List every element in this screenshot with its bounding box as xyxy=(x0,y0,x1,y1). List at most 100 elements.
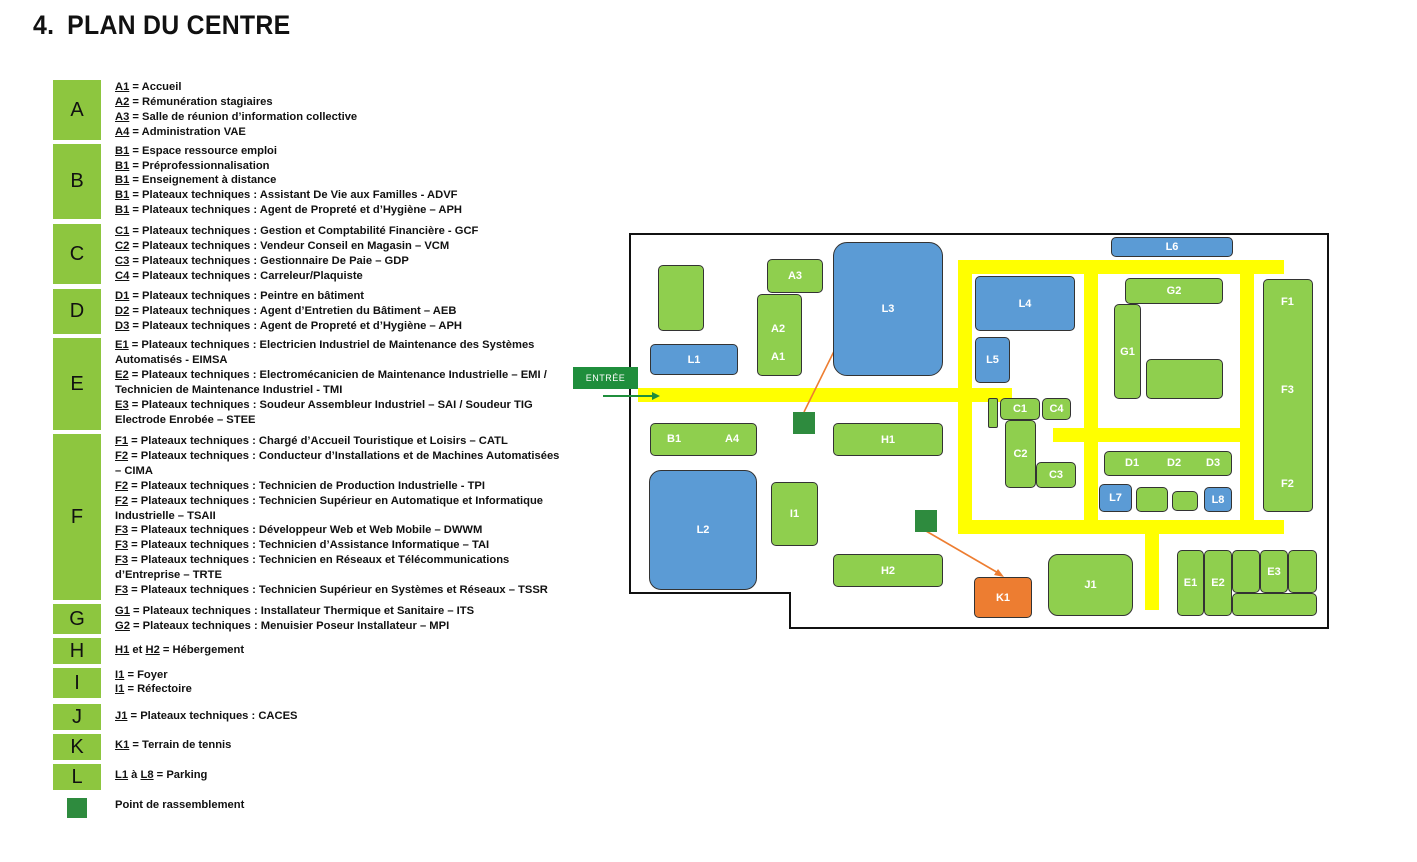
path-middle xyxy=(1053,428,1253,442)
building-d[interactable]: D1 D2 D3 xyxy=(1104,451,1232,476)
legend-group-l: L L1 à L8 = Parking xyxy=(53,764,573,790)
legend-line: F1 = Plateaux techniques : Chargé d’Accu… xyxy=(115,434,565,449)
legend-text: = Plateaux techniques : Chargé d’Accueil… xyxy=(128,435,508,447)
building-i1[interactable]: I1 xyxy=(771,482,818,546)
legend-code: F2 xyxy=(115,480,129,492)
legend-code: J1 xyxy=(115,710,128,722)
legend-code: A4 xyxy=(115,126,130,138)
path-right-vert xyxy=(1240,260,1254,532)
legend-line: F2 = Plateaux techniques : Technicien de… xyxy=(115,479,565,494)
legend-letter-box: H xyxy=(53,638,101,664)
building-h1[interactable]: H1 xyxy=(833,423,943,456)
legend-line: C1 = Plateaux techniques : Gestion et Co… xyxy=(115,224,565,239)
legend-text: et xyxy=(129,644,146,656)
building-g2[interactable]: G2 xyxy=(1125,278,1223,304)
label-b1: B1 xyxy=(667,433,682,445)
building-e-block[interactable] xyxy=(1288,550,1317,593)
legend-text: = Plateaux techniques : Soudeur Assemble… xyxy=(115,399,533,426)
legend-text: = Plateaux techniques : Technicien d’Ass… xyxy=(128,539,490,551)
legend-code: C1 xyxy=(115,225,130,237)
building-e-block[interactable] xyxy=(1232,593,1317,616)
legend-text: à xyxy=(128,769,141,781)
parking-l7[interactable]: L7 xyxy=(1099,484,1132,512)
legend-letter-box: C xyxy=(53,224,101,284)
building-e2[interactable]: E2 xyxy=(1204,550,1232,616)
legend-letter-box: E xyxy=(53,338,101,430)
legend-group-rally: Point de rassemblement xyxy=(53,794,573,820)
legend-line: F3 = Plateaux techniques : Technicien d’… xyxy=(115,538,565,553)
legend-text: = Salle de réunion d’information collect… xyxy=(129,111,358,123)
parking-l8[interactable]: L8 xyxy=(1204,487,1232,512)
legend-line: J1 = Plateaux techniques : CACES xyxy=(115,709,565,724)
legend-line: F2 = Plateaux techniques : Technicien Su… xyxy=(115,494,565,524)
legend-code: F2 xyxy=(115,450,129,462)
legend-code: E1 xyxy=(115,339,129,351)
legend-line: F3 = Plateaux techniques : Technicien en… xyxy=(115,553,565,583)
title-text: PLAN DU CENTRE xyxy=(67,10,291,40)
legend-code: A3 xyxy=(115,111,130,123)
legend-code: A1 xyxy=(115,81,130,93)
building-e3[interactable]: E3 xyxy=(1260,550,1288,593)
legend-letter-box: I xyxy=(53,668,101,698)
building-g1[interactable]: G1 xyxy=(1114,304,1141,399)
building-a3[interactable]: A3 xyxy=(767,259,823,293)
legend-text: = Foyer xyxy=(124,669,168,681)
parking-l4[interactable]: L4 xyxy=(975,276,1075,331)
legend-line: E2 = Plateaux techniques : Electromécani… xyxy=(115,368,565,398)
legend-text: = Réfectoire xyxy=(124,683,192,695)
building-e-block[interactable] xyxy=(1232,550,1260,593)
parking-l1[interactable]: L1 xyxy=(650,344,738,375)
building-c3[interactable]: C3 xyxy=(1036,462,1076,488)
legend-line: F3 = Plateaux techniques : Développeur W… xyxy=(115,523,565,538)
legend-letter-box: A xyxy=(53,80,101,140)
legend-letter-box: D xyxy=(53,289,101,334)
legend-group-j: J J1 = Plateaux techniques : CACES xyxy=(53,704,573,730)
legend-code: C3 xyxy=(115,255,130,267)
building-b1-a4[interactable]: B1 A4 xyxy=(650,423,757,456)
building-small[interactable] xyxy=(988,398,998,428)
building-c2[interactable]: C2 xyxy=(1005,420,1036,488)
building-unlabeled[interactable] xyxy=(658,265,704,331)
legend-line: C2 = Plateaux techniques : Vendeur Conse… xyxy=(115,239,565,254)
legend-group-k: K K1 = Terrain de tennis xyxy=(53,734,573,760)
building-h2[interactable]: H2 xyxy=(833,554,943,587)
legend-line: G2 = Plateaux techniques : Menuisier Pos… xyxy=(115,619,565,634)
legend-line: L1 à L8 = Parking xyxy=(115,768,565,783)
parking-l6[interactable]: L6 xyxy=(1111,237,1233,257)
building-unlabeled[interactable] xyxy=(1146,359,1223,399)
legend-code: F3 xyxy=(115,584,129,596)
legend-code: F1 xyxy=(115,435,129,447)
legend-line: C3 = Plateaux techniques : Gestionnaire … xyxy=(115,254,565,269)
parking-l3[interactable]: L3 xyxy=(833,242,943,376)
legend-line: B1 = Enseignement à distance xyxy=(115,173,565,188)
building-e1[interactable]: E1 xyxy=(1177,550,1204,616)
legend-line: G1 = Plateaux techniques : Installateur … xyxy=(115,604,565,619)
legend-letter-box: G xyxy=(53,604,101,634)
legend-code: F3 xyxy=(115,554,129,566)
parking-l5[interactable]: L5 xyxy=(975,337,1010,383)
legend-code: F3 xyxy=(115,524,129,536)
legend-text: = Terrain de tennis xyxy=(129,739,232,751)
parking-l2[interactable]: L2 xyxy=(649,470,757,590)
building-f[interactable]: F1 F3 F2 xyxy=(1263,279,1313,512)
legend-text: = Hébergement xyxy=(159,644,245,656)
tennis-court-k1[interactable]: K1 xyxy=(974,577,1032,618)
legend-code: C4 xyxy=(115,270,130,282)
building-j1[interactable]: J1 xyxy=(1048,554,1133,616)
legend-text: = Plateaux techniques : Vendeur Conseil … xyxy=(129,240,450,252)
building-unlabeled[interactable] xyxy=(1136,487,1168,512)
legend-text: = Plateaux techniques : Agent d’Entretie… xyxy=(129,305,457,317)
legend-code: G1 xyxy=(115,605,130,617)
building-a1-a2[interactable]: A2 A1 xyxy=(757,294,802,376)
legend-line: B1 = Espace ressource emploi xyxy=(115,144,565,159)
legend-line: B1 = Plateaux techniques : Agent de Prop… xyxy=(115,203,565,218)
legend-line: H1 et H2 = Hébergement xyxy=(115,643,565,658)
legend-group-d: D D1 = Plateaux techniques : Peintre en b… xyxy=(53,289,573,334)
legend-code: H2 xyxy=(145,644,160,656)
building-c4[interactable]: C4 xyxy=(1042,398,1071,420)
legend-letter-box: L xyxy=(53,764,101,790)
legend-text: = Accueil xyxy=(129,81,182,93)
building-c1[interactable]: C1 xyxy=(1000,398,1040,420)
legend-line: F3 = Plateaux techniques : Technicien Su… xyxy=(115,583,565,598)
building-unlabeled[interactable] xyxy=(1172,491,1198,511)
